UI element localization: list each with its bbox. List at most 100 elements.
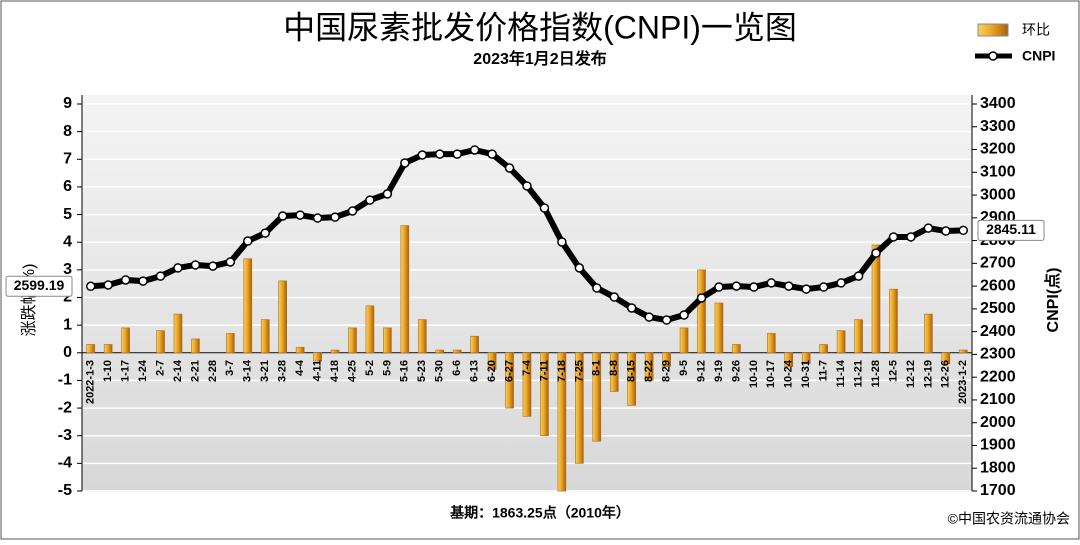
cnpi-marker [871,248,881,258]
cnpi-marker [330,212,340,222]
y2-tick-label: 1800 [980,459,1016,476]
bar [86,344,96,354]
bar [452,349,462,354]
cnpi-marker [120,275,131,285]
x-tick-label: 4-11 [311,360,323,381]
bar [854,319,863,354]
y2-tick-label: 2400 [980,323,1016,340]
y-tick-label: 2 [63,289,72,306]
x-tick-label: 6-13 [469,360,481,382]
bar [644,352,654,381]
bar [557,352,567,492]
legend-marker [988,51,998,61]
x-tick-label: 5-2 [364,360,376,376]
x-tick-label: 2-14 [172,359,184,382]
cnpi-marker [260,228,270,238]
y2-tick-label: 2700 [980,255,1016,272]
y2-axis-label: CNPI(点) [1043,268,1062,333]
cnpi-marker [155,271,166,281]
cnpi-marker [243,236,253,246]
y2-tick-label: 2500 [980,300,1016,317]
x-tick-label: 8-15 [626,360,638,382]
cnpi-marker [784,281,794,291]
cnpi-marker [557,237,567,247]
bar [627,352,637,406]
y-tick-label: 9 [63,95,72,112]
bar [522,352,532,417]
x-tick-label: 6-27 [503,360,515,382]
x-tick-label: 7-25 [573,360,585,382]
cnpi-marker [190,260,201,270]
x-tick-label: 12-12 [905,360,917,388]
x-tick-label: 10-17 [765,360,777,388]
bar [330,349,340,354]
y-tick-label: 3 [63,261,72,278]
cnpi-marker [801,284,811,294]
x-tick-label: 1-24 [137,359,149,382]
x-tick-label: 5-16 [399,360,411,382]
x-tick-label: 12-26 [940,360,952,388]
bar [417,319,427,354]
y-tick-label: -4 [58,455,72,472]
x-tick-label: 11-7 [818,360,830,381]
bar [278,280,287,354]
cnpi-marker [906,232,916,242]
x-tick-label: 8-22 [643,360,655,382]
x-tick-label: 5-9 [381,360,393,376]
x-tick-label: 6-6 [451,360,463,376]
y2-tick-label: 3300 [980,118,1016,135]
cnpi-marker [487,149,497,159]
bar [697,269,706,354]
cnpi-marker [679,310,689,320]
cnpi-marker [888,232,899,242]
cnpi-marker [434,149,445,159]
bar [609,352,619,392]
value-label: 2599.19 [14,277,65,293]
cnpi-marker [853,271,864,281]
legend-swatch [977,23,1009,37]
cnpi-marker [347,206,358,216]
x-tick-label: 10-24 [783,359,795,388]
cnpi-marker [504,163,515,173]
cnpi-marker [522,181,532,191]
x-tick-label: 8-1 [591,360,603,376]
y2-tick-label: 2000 [980,414,1016,431]
x-tick-label: 2023-1-2 [957,360,969,404]
cnpi-marker [208,261,218,271]
y2-tick-label: 2100 [980,391,1016,408]
cnpi-marker [661,315,672,325]
cnpi-marker [626,303,637,313]
cnpi-marker [400,158,410,168]
y2-tick-label: 3100 [980,164,1016,181]
source: ©中国农资流通协会 [948,511,1070,527]
bar [592,352,602,442]
bar [226,333,235,354]
cnpi-marker [749,282,759,292]
bar [714,302,724,354]
bar [156,330,165,354]
bar [871,244,881,354]
bar [679,327,689,354]
x-tick-label: 11-21 [852,360,864,388]
y-tick-label: -5 [58,482,72,499]
cnpi-marker [714,282,724,292]
x-tick-label: 11-14 [835,359,847,387]
legend-label: CNPI [1022,48,1055,64]
cnpi-marker [295,210,305,220]
bar [941,352,951,365]
bar [191,338,200,354]
x-tick-label: 9-5 [678,360,690,376]
y2-tick-label: 2600 [980,277,1016,294]
bar [732,344,741,354]
x-tick-label: 10-10 [748,360,760,388]
footer: 基期：1863.25点（2010年） [450,505,630,521]
bar [383,327,392,354]
bar [487,352,497,370]
bar [103,344,113,354]
y2-tick-label: 3400 [980,95,1016,112]
bar [295,346,305,354]
cnpi-marker [923,223,934,233]
bar [121,327,130,354]
value-label-box [977,219,1045,241]
